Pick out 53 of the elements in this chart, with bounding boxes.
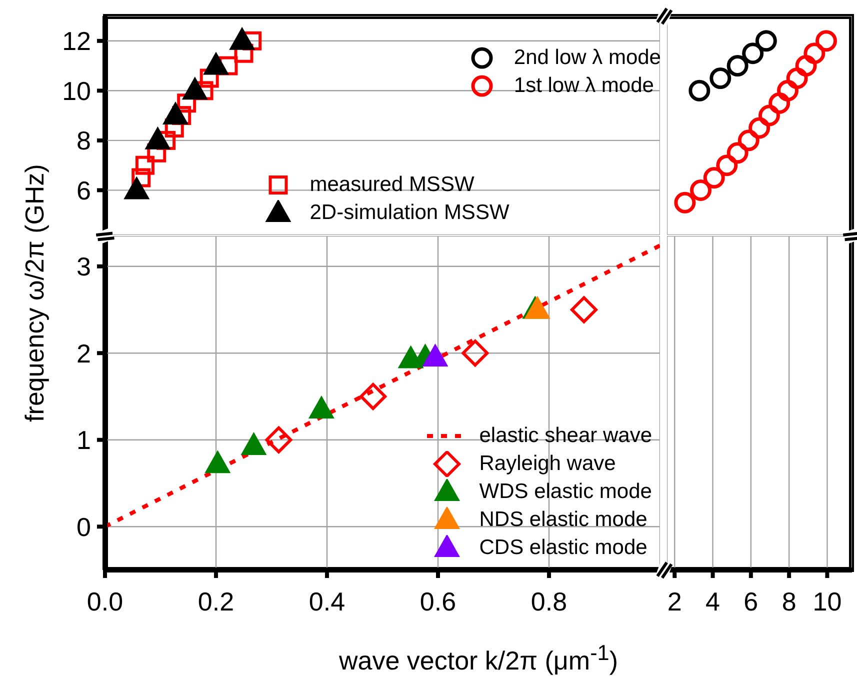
point (804, 42, 826, 64)
y-tick-label: 8 (76, 126, 91, 156)
y-tick-label: 1 (76, 425, 91, 456)
y-axis-title: frequency ω/2π (GHz) (20, 164, 50, 422)
x-tick-label: 0.0 (86, 586, 124, 616)
point (703, 167, 725, 189)
x-tick-label: 0.4 (308, 586, 346, 616)
point (688, 80, 710, 102)
legend-label: elastic shear wave (479, 423, 652, 449)
x-tick-label: 2 (667, 586, 682, 616)
point (204, 450, 231, 474)
legend-label: 2nd low λ mode (514, 45, 661, 71)
point (240, 432, 267, 455)
legend-label: 2D-simulation MSSW (310, 200, 510, 226)
point (742, 42, 764, 64)
point (716, 154, 738, 176)
point (690, 179, 712, 201)
point (758, 104, 780, 126)
x-axis-title: wave vector k/2π (μm$^{-1}$) (338, 640, 620, 677)
point (726, 55, 748, 77)
point (816, 30, 838, 52)
legend-label: 1st low λ mode (514, 73, 654, 99)
point (135, 156, 154, 175)
y-tick-label: 6 (76, 175, 91, 206)
x-tick-label: 10 (812, 586, 842, 616)
y-tick-label: 12 (62, 26, 91, 56)
x-tick-label: 0.8 (530, 586, 568, 616)
x-tick-label: 8 (782, 586, 796, 616)
point (674, 192, 696, 214)
point (795, 55, 817, 77)
x-tick-label: 0.2 (198, 586, 234, 616)
point (786, 67, 808, 89)
x-tick-label: 4 (706, 586, 720, 616)
point (738, 130, 760, 152)
point (776, 80, 798, 102)
y-tick-label: 2 (76, 338, 91, 368)
x-tick-label: 6 (744, 586, 758, 616)
point (308, 396, 334, 419)
point (768, 92, 790, 114)
legend-label: NDS elastic mode (479, 507, 648, 533)
point (755, 30, 777, 52)
point (422, 343, 448, 366)
legend-label: CDS elastic mode (479, 535, 648, 561)
y-tick-label: 10 (62, 76, 91, 106)
legend-label: Rayleigh wave (479, 451, 616, 477)
point (726, 142, 748, 164)
point (710, 67, 732, 89)
legend-label: WDS elastic mode (479, 479, 652, 505)
point (748, 117, 770, 139)
legend-label: measured MSSW (310, 172, 474, 198)
x-tick-label: 0.6 (420, 586, 456, 616)
y-tick-label: 0 (76, 512, 91, 542)
y-tick-label: 3 (76, 252, 91, 282)
